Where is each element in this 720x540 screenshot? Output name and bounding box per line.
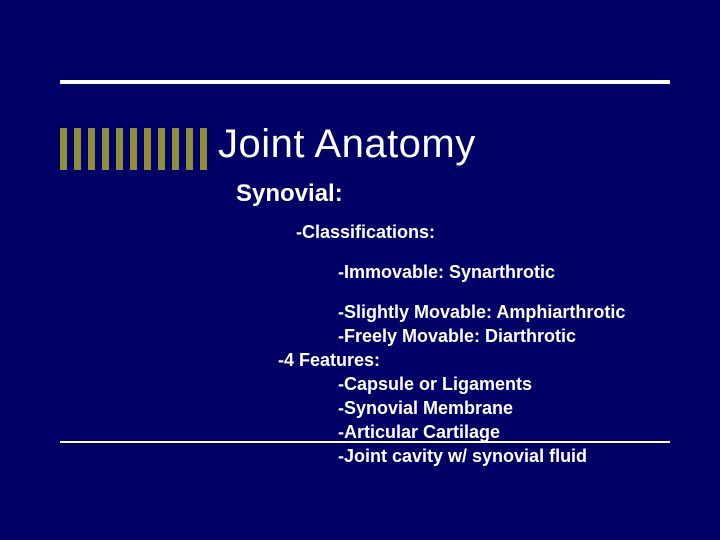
- bullet-square: [158, 128, 165, 170]
- bullet-square: [60, 128, 67, 170]
- line-freely-movable: -Freely Movable: Diarthrotic: [338, 326, 576, 347]
- line-cartilage: -Articular Cartilage: [338, 422, 500, 443]
- bullet-square: [144, 128, 151, 170]
- bullet-square: [130, 128, 137, 170]
- line-features: -4 Features:: [278, 350, 380, 371]
- top-horizontal-rule: [60, 80, 670, 84]
- line-capsule: -Capsule or Ligaments: [338, 374, 532, 395]
- line-membrane: -Synovial Membrane: [338, 398, 513, 419]
- bullet-square: [200, 128, 207, 170]
- line-cavity: -Joint cavity w/ synovial fluid: [338, 446, 587, 467]
- bullet-square: [116, 128, 123, 170]
- slide-subtitle: Synovial:: [236, 180, 343, 208]
- bullet-square: [102, 128, 109, 170]
- line-slightly-movable: -Slightly Movable: Amphiarthrotic: [338, 302, 625, 323]
- bullet-square: [88, 128, 95, 170]
- bottom-horizontal-rule: [60, 441, 670, 443]
- bullet-square: [186, 128, 193, 170]
- bullet-square: [74, 128, 81, 170]
- bullet-rail: [60, 128, 207, 170]
- line-classifications: -Classifications:: [296, 222, 435, 243]
- line-immovable: -Immovable: Synarthrotic: [338, 262, 555, 283]
- slide-title: Joint Anatomy: [218, 122, 476, 167]
- bullet-square: [172, 128, 179, 170]
